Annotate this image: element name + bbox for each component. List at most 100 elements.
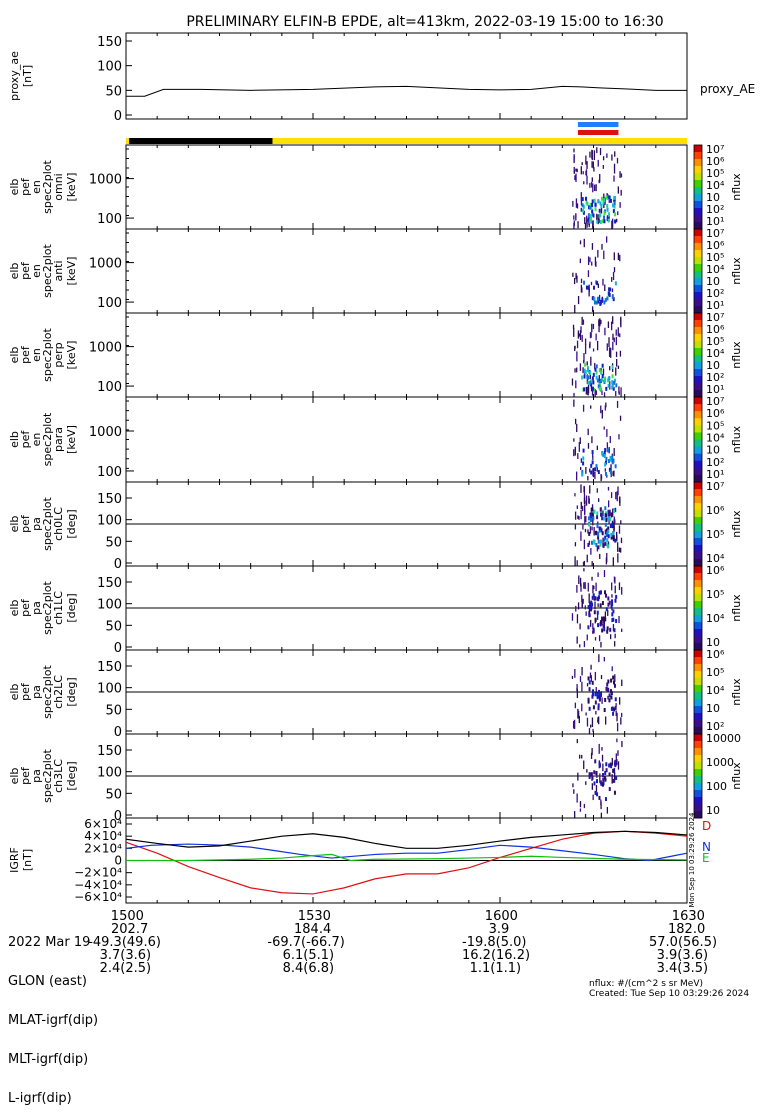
spectral-cell <box>603 251 604 260</box>
spectral-cell <box>577 739 578 743</box>
spectral-cell-bright <box>609 787 611 791</box>
spectral-cell <box>580 467 581 470</box>
spectral-cell <box>585 344 586 354</box>
spectral-cell-bright <box>615 776 617 780</box>
spectral-cell <box>574 171 575 174</box>
spectral-cell <box>583 171 584 174</box>
spectral-cell <box>617 723 618 731</box>
spectral-cell-bright <box>583 449 585 453</box>
spectral-cell-bright <box>614 539 616 543</box>
spectral-cell-bright <box>611 618 613 622</box>
spectral-cell <box>592 177 593 181</box>
spectral-cell-bright <box>596 524 598 528</box>
spectral-cell-bright <box>595 543 597 547</box>
spectral-cell <box>584 540 585 550</box>
spectral-cell <box>619 697 620 704</box>
spectral-cell-bright <box>586 286 588 290</box>
colorbar-band <box>694 208 702 216</box>
y-tick-label: 1000 <box>89 425 122 440</box>
spectral-cell-bright <box>581 472 583 476</box>
spectral-cell <box>606 558 607 565</box>
spectral-cell <box>610 634 611 639</box>
spectral-cell <box>613 557 614 566</box>
y-tick-label: 150 <box>97 492 122 507</box>
spectral-cell <box>620 416 621 421</box>
colorbar-band <box>694 538 702 546</box>
spectral-cell <box>577 515 578 518</box>
spec_para-ylabel-line: para <box>52 427 65 452</box>
spectral-cell <box>581 166 582 174</box>
spec_perp-ylabel-line: [keV] <box>65 341 78 370</box>
spectral-cell <box>577 614 578 623</box>
spectral-cell <box>615 508 616 512</box>
spectral-cell <box>620 548 621 553</box>
spectral-cell-bright <box>586 202 588 206</box>
colorbar-tick-label: 10⁴ <box>706 612 725 625</box>
spectral-cell-bright <box>607 448 609 452</box>
spectral-cell <box>583 319 584 324</box>
colorbar-band <box>694 468 702 476</box>
spectral-cell <box>596 687 597 692</box>
spectral-cell <box>588 443 589 449</box>
spectral-cell-bright <box>604 378 606 382</box>
spectral-cell-bright <box>588 218 590 222</box>
spectral-cell-bright <box>601 452 603 456</box>
spectral-cell-bright <box>593 286 595 290</box>
colorbar-label: nflux <box>730 341 743 369</box>
spectral-cell-bright <box>596 364 598 368</box>
colorbar-band <box>694 741 702 749</box>
spectral-cell <box>573 160 574 164</box>
spectral-cell <box>582 317 583 325</box>
spectral-cell <box>621 538 622 543</box>
colorbar-band <box>694 748 702 756</box>
colorbar-band <box>694 383 702 391</box>
spectral-cell <box>580 808 581 811</box>
spectral-cell-bright <box>609 517 611 521</box>
spectral-cell <box>594 472 595 479</box>
spectral-cell <box>579 644 580 647</box>
colorbar-band <box>694 804 702 812</box>
spectral-cell-bright <box>594 203 596 207</box>
spectral-cell <box>575 703 576 709</box>
created-stamp: Created: Tue Sep 10 03:29:26 2024 <box>589 989 749 999</box>
spectral-cell <box>594 527 595 536</box>
spectral-cell <box>612 342 613 350</box>
y-tick-label: 1000 <box>89 257 122 272</box>
colorbar-band <box>694 559 702 567</box>
spectral-cell-bright <box>609 628 611 632</box>
spectral-cell-bright <box>598 595 600 599</box>
spectral-cell <box>618 386 619 393</box>
bottom-value: 2.4(2.5) <box>100 962 152 975</box>
spectral-cell-bright <box>604 542 606 546</box>
colorbar-band <box>694 222 702 230</box>
spectral-cell <box>602 764 603 772</box>
spectral-cell <box>610 436 611 443</box>
y-tick-label: 100 <box>97 766 122 781</box>
spectral-cell-bright <box>602 617 604 621</box>
spectral-cell-bright <box>584 369 586 373</box>
proxy-ae-line <box>126 86 687 96</box>
colorbar-band <box>694 496 702 504</box>
spectral-cell <box>612 334 613 341</box>
spectral-cell <box>572 379 573 386</box>
spectral-cell <box>598 498 599 502</box>
spectral-cell <box>572 613 573 621</box>
spectral-cell-bright <box>602 219 604 223</box>
colorbar-band <box>694 440 702 448</box>
spectral-cell <box>599 635 600 641</box>
spectral-cell <box>614 772 615 779</box>
spectral-cell-bright <box>612 769 614 773</box>
spectral-cell-bright <box>599 526 601 530</box>
spectral-cell <box>596 214 597 220</box>
spectral-cell <box>574 720 575 729</box>
spectral-cell-bright <box>591 203 593 207</box>
spectral-cell <box>621 741 622 747</box>
spectral-cell <box>617 401 618 408</box>
spectral-cell-bright <box>608 195 610 199</box>
colorbar-band <box>694 306 702 314</box>
spectral-cell <box>591 577 592 581</box>
spectral-cell <box>621 680 622 686</box>
spectral-cell <box>574 669 575 678</box>
spectral-cell <box>595 583 596 592</box>
spectral-cell <box>614 634 615 639</box>
